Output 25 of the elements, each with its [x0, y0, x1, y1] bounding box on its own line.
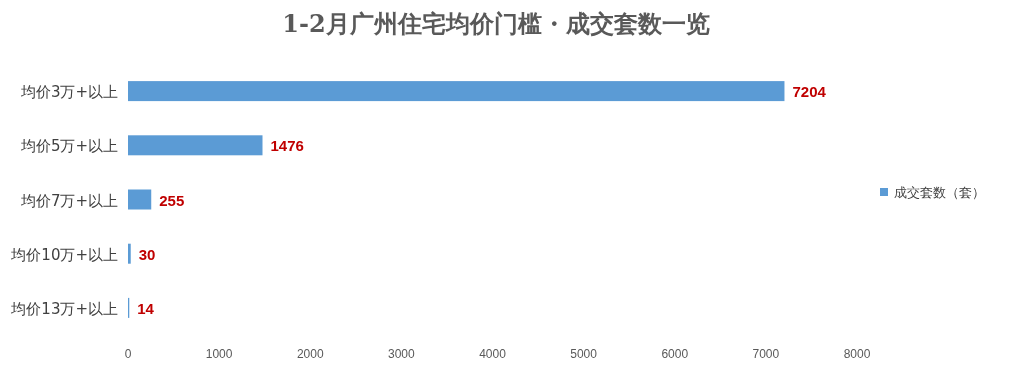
- y-tick-label: 均价13万+以上: [10, 299, 118, 318]
- x-tick-label: 6000: [661, 347, 689, 361]
- x-tick-label: 4000: [479, 347, 507, 361]
- bar: [128, 135, 263, 156]
- data-label: 1476: [270, 137, 304, 155]
- data-label: 14: [137, 299, 155, 317]
- bar: [128, 243, 131, 264]
- y-tick-label: 均价7万+以上: [19, 191, 118, 210]
- bar: [128, 81, 785, 102]
- x-tick-label: 7000: [752, 347, 780, 361]
- y-tick-label: 均价10万+以上: [10, 245, 118, 264]
- x-tick-label: 3000: [388, 347, 416, 361]
- x-tick-label: 5000: [570, 347, 598, 361]
- y-tick-label: 均价5万+以上: [19, 137, 118, 156]
- x-tick-label: 0: [124, 347, 132, 361]
- data-label: 255: [159, 191, 185, 209]
- x-tick-label: 2000: [296, 347, 324, 361]
- data-label: 7204: [792, 83, 827, 101]
- legend-label: 成交套数（套）: [894, 185, 985, 200]
- data-label: 30: [138, 245, 156, 263]
- chart-title: 1-2月广州住宅均价门槛・成交套数一览: [282, 9, 710, 38]
- bar: [128, 189, 152, 210]
- x-tick-label: 8000: [843, 347, 871, 361]
- y-tick-label: 均价3万+以上: [19, 83, 118, 102]
- x-tick-label: 1000: [205, 347, 233, 361]
